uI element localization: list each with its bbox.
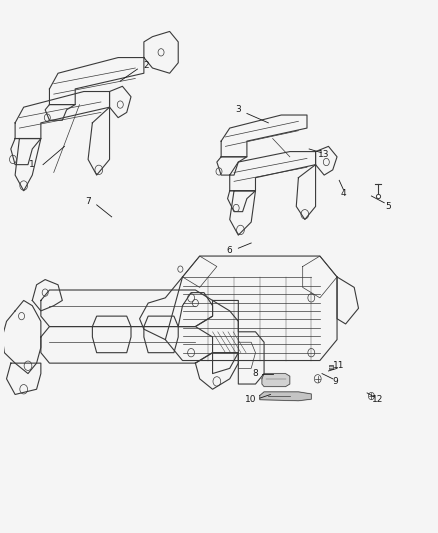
Text: 9: 9 — [332, 377, 338, 386]
Text: 12: 12 — [372, 395, 384, 404]
Text: 11: 11 — [333, 361, 345, 370]
Text: 6: 6 — [227, 246, 233, 255]
Text: 8: 8 — [253, 369, 258, 378]
Text: 5: 5 — [386, 202, 392, 211]
Polygon shape — [260, 392, 311, 401]
Text: 4: 4 — [341, 189, 346, 198]
Text: 2: 2 — [143, 61, 149, 70]
Polygon shape — [262, 374, 290, 386]
Text: 3: 3 — [236, 106, 241, 114]
Text: 13: 13 — [318, 150, 330, 159]
Text: 1: 1 — [29, 160, 35, 169]
Text: 7: 7 — [85, 197, 91, 206]
Text: 10: 10 — [245, 395, 257, 404]
